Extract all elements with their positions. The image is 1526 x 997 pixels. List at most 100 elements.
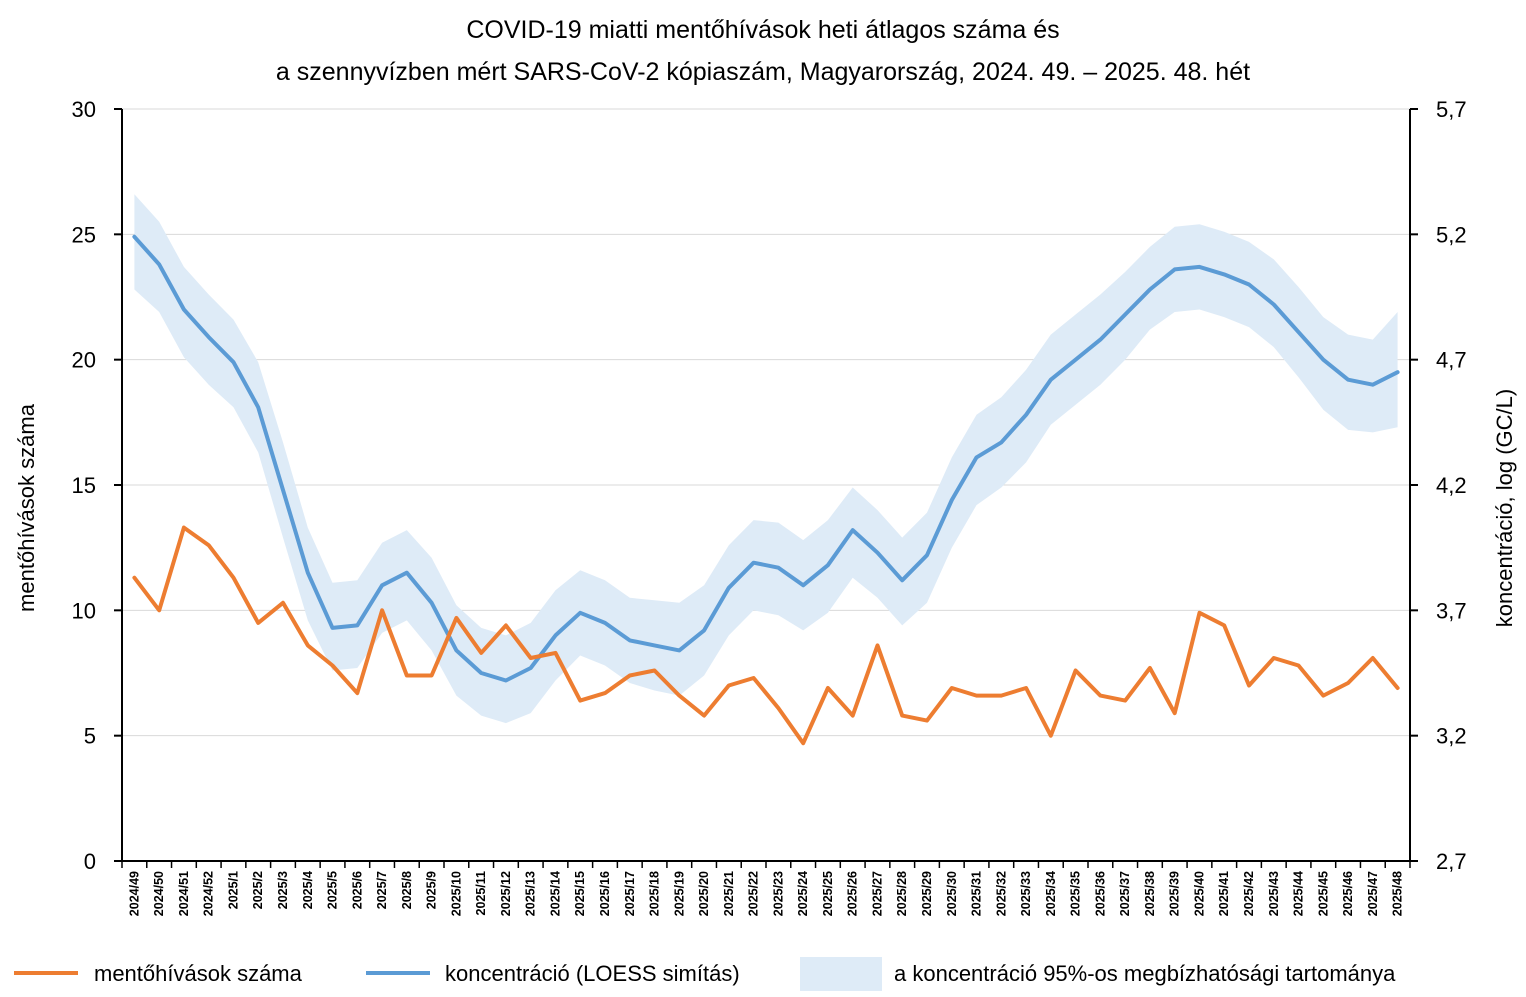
x-tick-label: 2025/41 xyxy=(1217,871,1231,916)
calls-point xyxy=(752,676,756,680)
calls-point xyxy=(702,714,706,718)
x-tick-label: 2025/8 xyxy=(400,871,414,909)
calls-point xyxy=(380,608,384,612)
right-tick-label: 4,7 xyxy=(1436,348,1467,373)
concentration-point xyxy=(925,553,929,557)
right-y-tick-labels: 2,7 3,2 3,7 4,2 4,7 5,2 5,7 xyxy=(1436,97,1467,874)
calls-point xyxy=(578,699,582,703)
x-tick-label: 2025/27 xyxy=(870,871,884,916)
chart-title-line1: COVID-19 miatti mentőhívások heti átlago… xyxy=(466,16,1059,44)
x-tick-label: 2025/29 xyxy=(920,871,934,916)
right-tick-label: 5,7 xyxy=(1436,97,1467,122)
concentration-point xyxy=(851,528,855,532)
concentration-line xyxy=(132,234,1400,683)
concentration-point xyxy=(1346,378,1350,382)
x-tick-label: 2025/21 xyxy=(722,871,736,916)
concentration-point xyxy=(999,440,1003,444)
concentration-point xyxy=(454,648,458,652)
x-tick-labels: 2024/49 2024/50 2024/51 2024/52 2025/1 2025/2… xyxy=(127,871,1404,916)
concentration-point xyxy=(157,262,161,266)
x-tick-label: 2025/23 xyxy=(771,871,785,916)
calls-point xyxy=(182,526,186,530)
x-tick-label: 2025/15 xyxy=(573,871,587,916)
concentration-point xyxy=(653,643,657,647)
x-tick-label: 2025/4 xyxy=(301,871,315,909)
right-tick-label: 4,2 xyxy=(1436,473,1467,498)
x-tick-label: 2025/36 xyxy=(1093,871,1107,916)
concentration-point xyxy=(1024,413,1028,417)
calls-point xyxy=(1371,656,1375,660)
x-tick-label: 2025/33 xyxy=(1019,871,1033,916)
tick-marks xyxy=(114,108,1418,868)
calls-point xyxy=(1173,711,1177,715)
concentration-point xyxy=(1272,303,1276,307)
concentration-point xyxy=(677,648,681,652)
calls-point xyxy=(355,691,359,695)
x-tick-label: 2025/35 xyxy=(1069,871,1083,916)
calls-point xyxy=(1396,686,1400,690)
x-tick-label: 2025/34 xyxy=(1044,871,1058,916)
legend-swatch-band xyxy=(800,957,882,991)
x-tick-label: 2025/37 xyxy=(1118,871,1132,916)
concentration-point xyxy=(1297,330,1301,334)
x-tick-label: 2025/1 xyxy=(226,871,240,909)
x-tick-label: 2025/46 xyxy=(1341,871,1355,916)
x-tick-label: 2024/49 xyxy=(127,871,141,916)
x-tick-label: 2025/39 xyxy=(1168,871,1182,916)
x-tick-label: 2025/6 xyxy=(350,871,364,909)
calls-point xyxy=(207,543,211,547)
x-tick-label: 2025/3 xyxy=(276,871,290,909)
x-tick-label: 2025/32 xyxy=(994,871,1008,916)
concentration-point xyxy=(306,571,310,575)
concentration-point xyxy=(752,561,756,565)
confidence-band xyxy=(134,194,1398,724)
concentration-point xyxy=(1148,287,1152,291)
concentration-point xyxy=(801,583,805,587)
left-y-tick-labels: 0 5 10 15 20 25 30 xyxy=(72,97,96,874)
concentration-point xyxy=(776,566,780,570)
concentration-point xyxy=(1098,338,1102,342)
left-tick-label: 25 xyxy=(72,222,96,247)
concentration-point xyxy=(355,623,359,627)
chart-title-line2: a szennyvízben mért SARS-CoV-2 kópiaszám… xyxy=(276,58,1250,86)
calls-point xyxy=(727,684,731,688)
calls-point xyxy=(529,656,533,660)
x-tick-label: 2025/31 xyxy=(970,871,984,916)
calls-point xyxy=(925,719,929,723)
x-tick-label: 2025/20 xyxy=(697,871,711,916)
concentration-point xyxy=(1197,265,1201,269)
left-y-axis-label: mentőhívások száma xyxy=(14,403,39,612)
concentration-point xyxy=(231,360,235,364)
calls-point xyxy=(553,651,557,655)
calls-point xyxy=(479,651,483,655)
calls-point xyxy=(875,643,879,647)
concentration-point xyxy=(702,628,706,632)
x-tick-label: 2025/13 xyxy=(524,871,538,916)
calls-point xyxy=(801,741,805,745)
x-tick-label: 2025/44 xyxy=(1292,871,1306,916)
calls-point xyxy=(653,668,657,672)
left-tick-label: 0 xyxy=(84,849,96,874)
calls-point xyxy=(900,714,904,718)
calls-point xyxy=(999,694,1003,698)
x-tick-label: 2025/25 xyxy=(821,871,835,916)
x-tick-label: 2024/52 xyxy=(202,871,216,916)
concentration-point xyxy=(975,455,979,459)
left-tick-label: 20 xyxy=(72,348,96,373)
calls-point xyxy=(1321,694,1325,698)
calls-point xyxy=(677,694,681,698)
calls-point xyxy=(628,674,632,678)
calls-point xyxy=(776,706,780,710)
x-tick-label: 2025/42 xyxy=(1242,871,1256,916)
concentration-point xyxy=(1049,378,1053,382)
x-tick-label: 2025/14 xyxy=(548,871,562,916)
calls-point xyxy=(1346,681,1350,685)
calls-point xyxy=(851,714,855,718)
concentration-point xyxy=(281,488,285,492)
left-tick-label: 5 xyxy=(84,724,96,749)
calls-point xyxy=(281,601,285,605)
calls-point xyxy=(331,663,335,667)
x-tick-label: 2025/30 xyxy=(945,871,959,916)
left-tick-label: 10 xyxy=(72,598,96,623)
x-tick-label: 2025/18 xyxy=(648,871,662,916)
